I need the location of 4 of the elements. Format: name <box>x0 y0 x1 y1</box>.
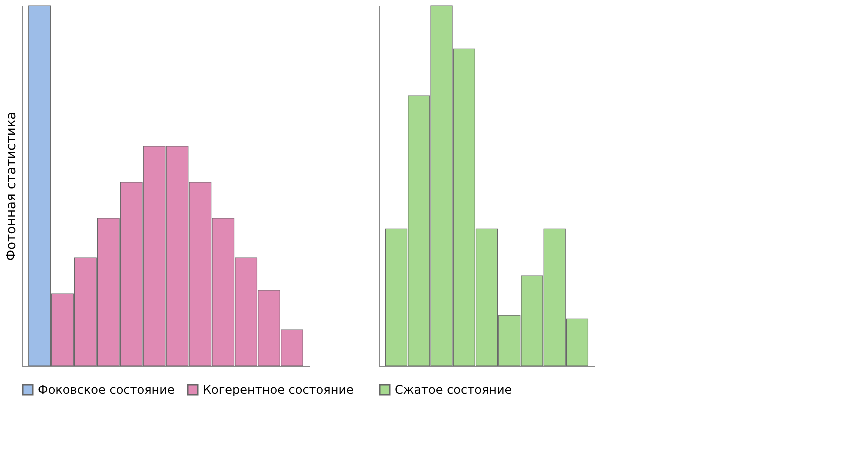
legend-label: Сжатое состояние <box>395 383 512 397</box>
y-axis-title: Фотонная статистика <box>4 112 20 262</box>
legend-label: Фоковское состояние <box>38 383 175 397</box>
legend-label: Когерентное состояние <box>203 383 354 397</box>
